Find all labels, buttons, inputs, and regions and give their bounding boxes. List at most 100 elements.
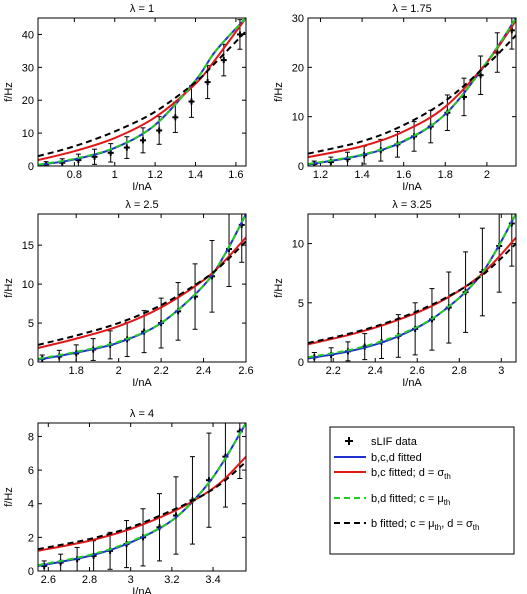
legend-entry-data: sLIF data — [345, 436, 418, 448]
chart-title: λ = 3.25 — [392, 199, 431, 211]
x-tick-label: 1.4 — [354, 169, 369, 181]
series-line-red — [38, 236, 246, 349]
x-tick-label: 2.6 — [41, 574, 56, 586]
series-line-green — [38, 423, 246, 567]
legend-box — [329, 426, 515, 555]
data-point — [123, 136, 130, 159]
x-tick-label: 3.4 — [205, 574, 220, 586]
x-tick-label: 1 — [112, 169, 118, 181]
x-tick-label: 2.6 — [238, 365, 253, 377]
y-tick-label: 10 — [22, 279, 34, 291]
legend-label-sub: th — [435, 523, 442, 532]
x-axis-label: I/nA — [402, 377, 422, 389]
y-tick-label: 2 — [28, 532, 34, 544]
x-axis-label: I/nA — [132, 181, 152, 193]
series-line-red — [38, 455, 246, 552]
chart-title: λ = 4 — [130, 408, 154, 420]
plot-frame — [307, 17, 517, 167]
plot-area — [308, 18, 516, 166]
chart-title: λ = 1 — [130, 3, 154, 15]
y-tick-label: 10 — [292, 239, 304, 251]
x-tick-label: 3 — [128, 574, 134, 586]
x-tick-label: 2.2 — [326, 365, 341, 377]
y-tick-label: 4 — [28, 499, 34, 511]
series-line-green — [38, 214, 246, 360]
legend-plus-marker — [345, 437, 353, 445]
series-line-blue — [308, 18, 516, 166]
x-axis-label: I/nA — [402, 181, 422, 193]
x-tick-label: 2.2 — [153, 365, 168, 377]
y-axis-label: f/Hz — [3, 487, 15, 507]
chart-panel-5: λ = 4 I/nA f/Hz 2.6 2.8 3 3.2 3.4 0 2 4 6 8 — [3, 408, 247, 594]
legend-label: b,d fitted; c = μth — [371, 493, 450, 507]
x-tick-label: 1.2 — [147, 169, 162, 181]
x-tick-label: 1.2 — [313, 169, 328, 181]
chart-panel-1: λ = 1 I/nA f/Hz 0.8 1 1.2 1.4 1.6 0 10 20 30 40 — [3, 3, 247, 193]
x-tick-label: 2.8 — [452, 365, 467, 377]
x-tick-label: 2.4 — [196, 365, 211, 377]
plot-frame — [307, 213, 517, 363]
y-tick-label: 0 — [28, 357, 34, 369]
x-axis-label: I/nA — [132, 377, 152, 389]
legend-label-main: b,c fitted; d = σ — [371, 467, 444, 479]
series-line-green — [38, 18, 246, 166]
x-tick-label: 2 — [484, 169, 490, 181]
x-tick-label: 0.8 — [67, 169, 82, 181]
data-point — [75, 153, 82, 166]
series-line-green — [308, 18, 516, 166]
series-line-blue — [308, 214, 516, 360]
x-tick-label: 1.6 — [228, 169, 243, 181]
x-tick-label: 1.4 — [188, 169, 203, 181]
legend-label-sub: th — [444, 498, 451, 507]
y-tick-label: 20 — [22, 95, 34, 107]
y-axis-label: f/Hz — [273, 82, 285, 102]
y-axis-label: f/Hz — [3, 82, 15, 102]
legend-label: sLIF data — [371, 436, 418, 448]
x-tick-label: 2 — [116, 365, 122, 377]
x-tick-label: 1.8 — [69, 365, 84, 377]
chart-title: λ = 1.75 — [392, 3, 431, 15]
series-line-red — [308, 236, 516, 346]
y-tick-label: 6 — [28, 465, 34, 477]
legend-entry-bd: b,d fitted; c = μth — [334, 493, 450, 507]
y-tick-label: 20 — [292, 62, 304, 74]
plot-frame — [37, 422, 247, 572]
legend-label-main2: , d = σ — [441, 518, 473, 530]
data-point — [477, 55, 484, 95]
plot-area — [38, 214, 246, 362]
chart-panel-4: λ = 3.25 I/nA f/Hz 2.2 2.4 2.6 2.8 3 0 5 10 — [273, 199, 517, 389]
y-axis-label: f/Hz — [3, 278, 15, 298]
legend-entry-b: b fitted; c = μth, d = σth — [334, 518, 479, 532]
y-tick-label: 10 — [22, 128, 34, 140]
y-tick-label: 30 — [292, 13, 304, 25]
data-point — [172, 101, 179, 133]
x-tick-label: 2.6 — [410, 365, 425, 377]
x-tick-label: 3.2 — [164, 574, 179, 586]
y-tick-label: 30 — [22, 62, 34, 74]
series-line-red — [38, 18, 246, 162]
series-line-black — [38, 30, 246, 158]
plot-area — [38, 18, 246, 166]
legend-label-main: b fitted; c = μ — [371, 518, 435, 530]
x-tick-label: 1.8 — [438, 169, 453, 181]
x-tick-label: 2.4 — [368, 365, 383, 377]
plot-area — [308, 214, 516, 362]
series-line-black — [308, 242, 516, 345]
y-tick-label: 10 — [292, 112, 304, 124]
x-tick-label: 1.6 — [396, 169, 411, 181]
legend-label: b,c,d fitted — [371, 452, 422, 464]
x-axis-label: I/nA — [132, 586, 152, 594]
plot-frame — [37, 17, 247, 167]
legend-label: b fitted; c = μth, d = σth — [371, 518, 479, 532]
y-tick-label: 0 — [298, 357, 304, 369]
y-tick-label: 0 — [28, 566, 34, 578]
y-tick-label: 40 — [22, 29, 34, 41]
data-point — [140, 127, 147, 154]
series-line-green — [308, 214, 516, 359]
plot-area — [38, 423, 246, 571]
legend-entry-bcd: b,c,d fitted — [334, 452, 422, 464]
legend-label-main: b,d fitted; c = μ — [371, 493, 444, 505]
x-tick-label: 2.8 — [82, 574, 97, 586]
data-point — [91, 148, 98, 165]
